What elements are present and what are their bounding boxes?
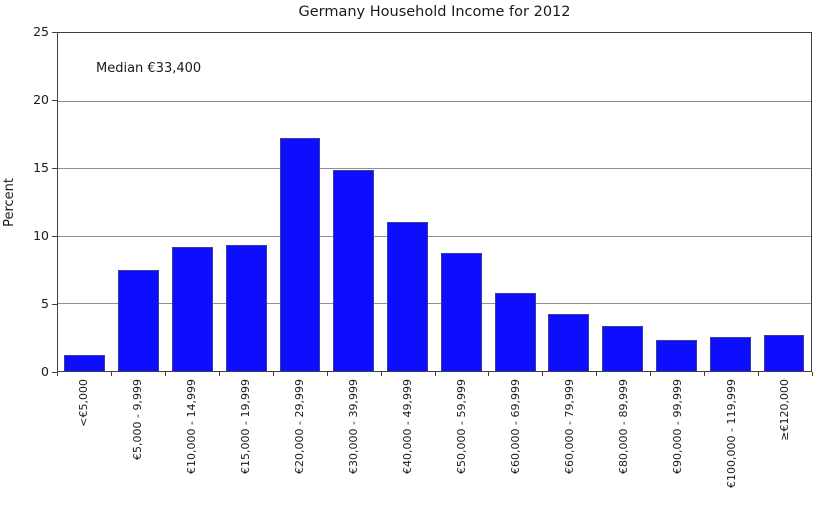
bar-12 (709, 337, 751, 371)
x-label-slot-3: €15,000 - 19,999 (219, 379, 273, 509)
y-axis-label-text: Percent (2, 177, 17, 227)
x-label-1: €5,000 - 9,999 (131, 379, 145, 460)
bar-series (58, 33, 811, 371)
x-label-8: €60,000 - 69,999 (508, 379, 522, 474)
ytick-mark-10 (52, 236, 57, 237)
bar-slot-10 (596, 33, 650, 371)
x-label-slot-11: €90,000 - 99,999 (650, 379, 704, 509)
x-label-13: ≥€120,000 (778, 379, 792, 441)
chart-title: Germany Household Income for 2012 (298, 4, 571, 20)
bar-2 (172, 246, 213, 371)
xtick-mark-4 (272, 372, 274, 376)
bar-slot-13 (757, 33, 811, 371)
ytick-mark-5 (52, 304, 57, 305)
xtick-mark-8 (488, 372, 490, 376)
gridline-5 (58, 303, 811, 305)
bar-0 (64, 354, 106, 371)
x-label-10: €80,000 - 89,999 (616, 379, 630, 474)
x-label-slot-2: €10,000 - 14,999 (165, 379, 219, 509)
gridline-20 (58, 100, 811, 102)
bar-13 (763, 334, 805, 371)
bar-slot-6 (381, 33, 435, 371)
xtick-mark-13 (758, 372, 760, 376)
bar-10 (602, 326, 644, 371)
y-axis-label: Percent (2, 32, 17, 372)
x-label-7: €50,000 - 59,999 (454, 379, 468, 474)
bar-7 (440, 253, 482, 371)
bar-slot-12 (703, 33, 757, 371)
x-label-slot-6: €40,000 - 49,999 (381, 379, 435, 509)
bar-slot-2 (166, 33, 220, 371)
xtick-mark-1 (110, 372, 112, 376)
bar-slot-7 (434, 33, 488, 371)
bar-4 (279, 138, 321, 371)
x-label-slot-13: ≥€120,000 (758, 379, 812, 509)
ytick-label-5: 5 (41, 296, 49, 311)
plot-area: Median €33,400 (57, 32, 812, 372)
bar-9 (548, 314, 590, 371)
bar-slot-4 (273, 33, 327, 371)
x-label-9: €60,000 - 79,999 (562, 379, 576, 474)
ytick-mark-0 (52, 372, 57, 373)
xtick-mark-6 (380, 372, 382, 376)
x-label-11: €90,000 - 99,999 (670, 379, 684, 474)
median-annotation: Median €33,400 (96, 61, 202, 76)
bar-slot-11 (650, 33, 704, 371)
ytick-mark-20 (52, 100, 57, 101)
bar-1 (118, 269, 160, 371)
x-label-slot-12: €100,000 - 119,999 (704, 379, 758, 509)
x-label-slot-4: €20,000 - 29,999 (273, 379, 327, 509)
bar-slot-8 (488, 33, 542, 371)
xtick-mark-12 (704, 372, 706, 376)
x-label-12: €100,000 - 119,999 (724, 379, 738, 488)
bar-slot-3 (219, 33, 273, 371)
ytick-label-25: 25 (33, 24, 49, 39)
x-label-3: €15,000 - 19,999 (239, 379, 253, 474)
ytick-label-20: 20 (33, 92, 49, 107)
x-label-slot-7: €50,000 - 59,999 (434, 379, 488, 509)
ytick-mark-25 (52, 32, 57, 33)
bar-6 (387, 222, 428, 371)
x-label-slot-10: €80,000 - 89,999 (596, 379, 650, 509)
bar-5 (333, 169, 375, 371)
xtick-mark-11 (650, 372, 652, 376)
ytick-label-15: 15 (33, 160, 49, 175)
x-label-slot-1: €5,000 - 9,999 (111, 379, 165, 509)
bar-slot-9 (542, 33, 596, 371)
x-label-0: <€5,000 (77, 379, 91, 427)
gridline-15 (58, 168, 811, 170)
xtick-mark-2 (164, 372, 166, 376)
xtick-mark-7 (434, 372, 436, 376)
x-label-4: €20,000 - 29,999 (293, 379, 307, 474)
x-label-6: €40,000 - 49,999 (400, 379, 414, 474)
xtick-mark-0 (57, 372, 58, 376)
x-label-slot-5: €30,000 - 39,999 (327, 379, 381, 509)
xtick-mark-3 (218, 372, 220, 376)
x-label-2: €10,000 - 14,999 (185, 379, 199, 474)
ytick-label-10: 10 (33, 228, 49, 243)
x-label-slot-9: €60,000 - 79,999 (542, 379, 596, 509)
bar-3 (225, 245, 267, 371)
xtick-mark-10 (596, 372, 598, 376)
bar-slot-5 (327, 33, 381, 371)
bar-slot-0 (58, 33, 112, 371)
x-label-slot-8: €60,000 - 69,999 (488, 379, 542, 509)
ytick-mark-15 (52, 168, 57, 169)
xtick-mark-5 (326, 372, 328, 376)
x-label-slot-0: <€5,000 (57, 379, 111, 509)
bar-8 (494, 292, 536, 371)
gridline-10 (58, 235, 811, 237)
xtick-mark-14 (812, 372, 813, 376)
x-label-5: €30,000 - 39,999 (347, 379, 361, 474)
bar-11 (656, 339, 697, 371)
xtick-mark-9 (542, 372, 544, 376)
bar-slot-1 (112, 33, 166, 371)
ytick-label-0: 0 (41, 364, 49, 379)
x-axis-labels: <€5,000 €5,000 - 9,999 €10,000 - 14,999 €15… (57, 379, 812, 509)
